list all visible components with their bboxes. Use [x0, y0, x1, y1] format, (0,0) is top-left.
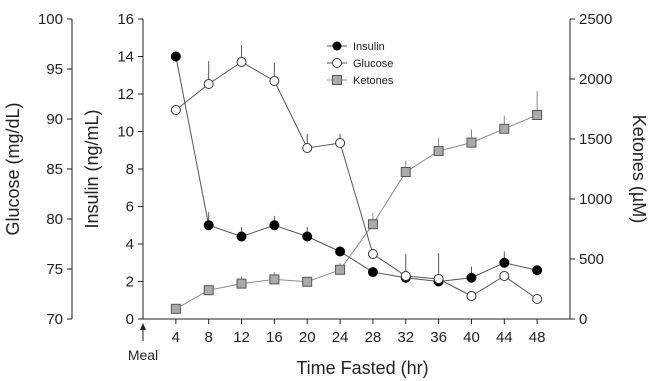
series-layer — [170, 45, 543, 314]
data-point-glucose — [532, 294, 543, 304]
data-point-insulin — [203, 220, 214, 231]
glucose-tick-label: 100 — [38, 11, 63, 28]
data-point-ketones — [532, 110, 543, 120]
legend-label: Glucose — [353, 58, 393, 70]
series-glucose — [170, 45, 543, 304]
insulin-tick-label: 10 — [117, 124, 134, 141]
x-tick-label: 48 — [529, 329, 546, 346]
data-point-ketones — [236, 278, 247, 289]
legend-marker-insulin — [332, 41, 342, 51]
data-point-insulin — [335, 246, 346, 257]
legend-marker-ketones — [332, 75, 342, 85]
insulin-tick-label: 6 — [126, 199, 134, 216]
data-point-ketones — [433, 146, 444, 156]
glucose-tick-label: 80 — [46, 211, 63, 228]
data-point-glucose — [433, 274, 444, 284]
insulin-tick-label: 14 — [117, 49, 134, 66]
data-point-glucose — [466, 291, 477, 301]
ketones-tick-label: 2000 — [579, 71, 612, 88]
data-point-ketones — [466, 137, 477, 148]
insulin-tick-label: 2 — [126, 274, 134, 291]
x-tick-label: 24 — [332, 329, 349, 346]
ketones-tick-label: 500 — [579, 251, 604, 268]
series-insulin — [170, 51, 543, 287]
meal-arrow-head — [140, 323, 146, 330]
legend-marker-glucose — [332, 58, 342, 68]
x-tick-label: 16 — [266, 329, 283, 346]
glucose-axis-title: Glucose (mg/dL) — [3, 102, 23, 235]
data-point-insulin — [170, 51, 181, 62]
legend-label: Insulin — [353, 41, 385, 53]
x-tick-label: 12 — [233, 329, 250, 346]
data-point-glucose — [269, 76, 280, 86]
series-ketones — [170, 91, 543, 314]
data-point-glucose — [499, 271, 510, 281]
data-point-ketones — [170, 303, 181, 314]
data-point-insulin — [269, 220, 280, 231]
x-tick-label: 4 — [172, 329, 180, 346]
ketones-tick-label: 1000 — [579, 191, 612, 208]
series-line-insulin — [175, 56, 538, 283]
data-point-glucose — [335, 138, 346, 148]
x-tick-label: 28 — [365, 329, 382, 346]
x-axis-title: Time Fasted (hr) — [296, 358, 428, 378]
ketones-tick-label: 2500 — [579, 11, 612, 28]
insulin-tick-label: 0 — [126, 311, 134, 328]
data-point-insulin — [532, 265, 543, 276]
data-point-glucose — [302, 143, 313, 153]
glucose-tick-label: 75 — [46, 261, 63, 278]
data-point-ketones — [302, 276, 313, 287]
glucose-tick-label: 95 — [46, 61, 63, 78]
x-tick-label: 20 — [299, 329, 316, 346]
insulin-axis-title: Insulin (ng/mL) — [82, 109, 102, 228]
meal-annotation: Meal — [128, 347, 158, 363]
glucose-tick-label: 85 — [46, 161, 63, 178]
data-point-insulin — [302, 231, 313, 242]
series-line-ketones — [175, 114, 538, 310]
ketones-tick-label: 1500 — [579, 131, 612, 148]
insulin-tick-label: 4 — [126, 236, 134, 253]
ketones-tick-label: 0 — [579, 311, 587, 328]
legend-label: Ketones — [353, 75, 394, 87]
data-point-ketones — [203, 285, 214, 296]
x-tick-label: 32 — [397, 329, 414, 346]
x-tick-label: 8 — [205, 329, 213, 346]
data-point-insulin — [466, 272, 477, 283]
data-point-insulin — [367, 267, 378, 278]
data-point-insulin — [499, 257, 510, 268]
data-point-ketones — [269, 274, 280, 285]
legend: Insulin Glucose Ketones — [327, 41, 394, 87]
data-point-glucose — [236, 57, 247, 67]
data-point-glucose — [203, 79, 214, 89]
x-tick-label: 40 — [463, 329, 480, 346]
data-point-ketones — [335, 264, 346, 275]
data-point-glucose — [367, 249, 378, 259]
x-tick-label: 44 — [496, 329, 513, 346]
data-point-glucose — [400, 271, 411, 281]
data-point-glucose — [170, 105, 181, 115]
data-point-ketones — [499, 123, 510, 134]
insulin-tick-label: 12 — [117, 86, 134, 103]
insulin-tick-label: 16 — [117, 11, 134, 28]
glucose-tick-label: 90 — [46, 111, 63, 128]
series-line-glucose — [175, 61, 538, 300]
glucose-tick-label: 70 — [46, 311, 63, 328]
ketones-axis-title: Ketones (µM) — [629, 115, 649, 223]
data-point-ketones — [367, 219, 378, 230]
insulin-tick-label: 8 — [126, 161, 134, 178]
data-point-insulin — [236, 231, 247, 242]
x-tick-label: 36 — [430, 329, 447, 346]
data-point-ketones — [400, 167, 411, 177]
